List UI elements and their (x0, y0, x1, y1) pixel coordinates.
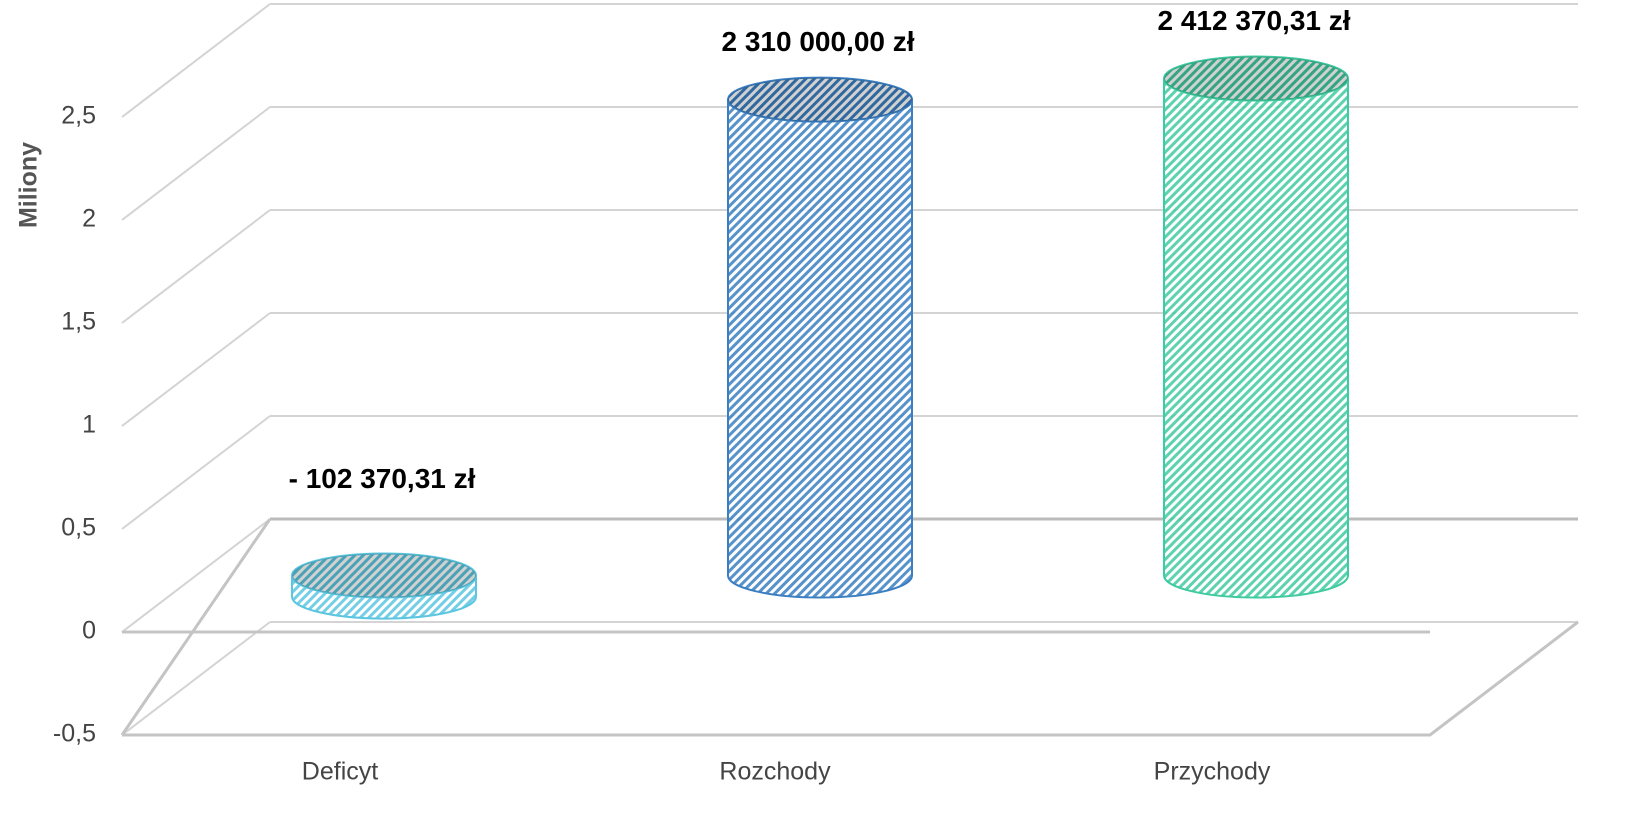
cylinder-top-shade (1164, 56, 1348, 101)
cylinder-top (727, 76, 913, 123)
cylinder-top-shade (728, 77, 912, 122)
cylinder-body (1163, 77, 1349, 599)
y-axis-label: Miliony (15, 142, 43, 228)
grid-line (121, 621, 271, 736)
value-label: 2 310 000,00 zł (721, 26, 914, 57)
bar (291, 552, 477, 620)
y-tick-label: 0,5 (61, 514, 96, 542)
bar (1163, 55, 1349, 599)
cylinder-top-shade (292, 553, 476, 598)
grid-line (121, 415, 271, 530)
grid-line (121, 312, 271, 427)
cylinder-body (727, 98, 913, 599)
bar (727, 76, 913, 599)
cylinder-top (291, 552, 477, 599)
x-tick-label: Deficyt (302, 758, 378, 786)
zero-plane (120, 518, 1430, 736)
grid-line (121, 106, 271, 221)
y-tick-label: 0 (82, 617, 96, 645)
grid-line (121, 3, 271, 118)
y-tick-label: 1 (82, 411, 96, 439)
floor (122, 620, 1579, 737)
grid-line (121, 209, 271, 324)
x-tick-label: Rozchody (719, 758, 831, 786)
y-tick-label: 1,5 (61, 308, 96, 336)
value-label: 2 412 370,31 zł (1157, 5, 1350, 36)
y-tick-label: -0,5 (53, 720, 96, 748)
grid-line (121, 518, 271, 633)
x-tick-label: Przychody (1154, 758, 1271, 786)
value-label: - 102 370,31 zł (289, 463, 476, 494)
y-tick-label: 2 (82, 205, 96, 233)
y-tick-label: 2,5 (61, 102, 96, 130)
cylinder-top (1163, 55, 1349, 102)
